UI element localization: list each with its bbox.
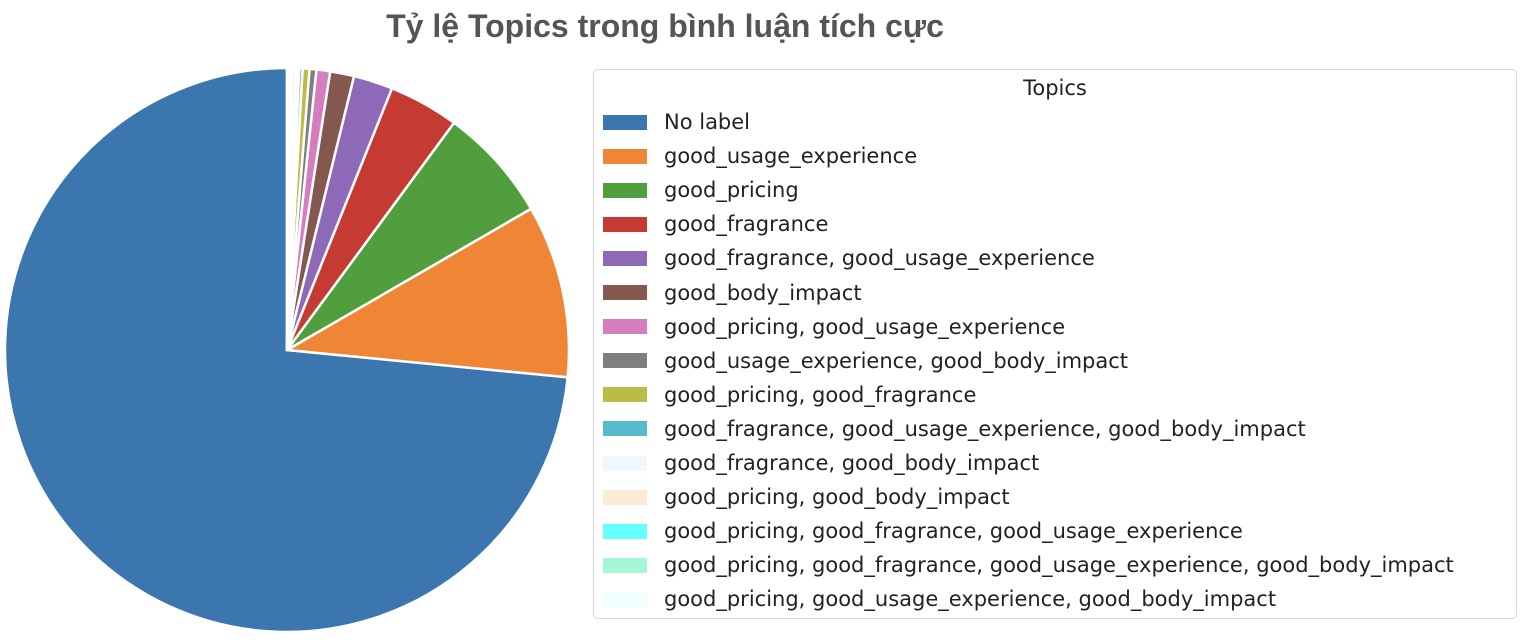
legend-swatch (603, 182, 647, 198)
legend-swatch (603, 319, 647, 335)
legend-swatch (603, 455, 647, 471)
pie-slice-2 (285, 121, 533, 352)
legend-swatch (603, 591, 647, 607)
legend-item: good_fragrance, good_body_impact (603, 448, 1039, 478)
legend-label: good_pricing, good_fragrance, good_usage… (664, 553, 1454, 578)
chart-title: Tỷ lệ Topics trong bình luận tích cực (386, 8, 944, 44)
legend-swatch (603, 421, 647, 437)
legend-label: good_fragrance, good_usage_experience (664, 246, 1095, 271)
legend-label: good_usage_experience, good_body_impact (664, 348, 1129, 373)
legend-swatch (603, 523, 647, 539)
legend-item: good_pricing, good_fragrance (603, 380, 976, 410)
legend-label: good_pricing, good_fragrance, good_usage… (664, 519, 1243, 544)
legend-item: good_pricing, good_usage_experience (603, 312, 1065, 342)
pie-chart (3, 66, 571, 634)
pie-slice-1 (285, 207, 571, 379)
legend-item: good_pricing, good_fragrance, good_usage… (603, 516, 1243, 546)
legend-label: good_fragrance, good_body_impact (664, 451, 1040, 475)
legend-label: good_pricing (664, 178, 799, 203)
legend-label: good_pricing, good_body_impact (664, 485, 1010, 510)
legend-label: good_fragrance, good_usage_experience, g… (664, 416, 1306, 441)
legend-swatch (603, 489, 647, 505)
legend-item: good_pricing, good_usage_experience, goo… (603, 584, 1276, 614)
legend-label: good_usage_experience (664, 144, 918, 169)
legend-item: good_pricing, good_fragrance, good_usage… (603, 550, 1454, 580)
legend-label: good_pricing, good_usage_experience (664, 314, 1066, 339)
legend-label: good_pricing, good_usage_experience, goo… (664, 587, 1277, 612)
legend-item: No label (603, 107, 750, 137)
legend-swatch (603, 114, 647, 130)
legend-item: good_usage_experience, good_body_impact (603, 346, 1128, 376)
legend-swatch (603, 250, 647, 266)
legend-item: good_pricing, good_body_impact (603, 482, 1010, 512)
legend-title: Topics (1023, 76, 1087, 100)
legend-item: good_pricing (603, 175, 799, 205)
legend-item: good_usage_experience (603, 141, 917, 171)
legend-swatch (603, 285, 647, 300)
legend-label: good_pricing, good_fragrance (664, 382, 977, 407)
legend-item: good_body_impact (603, 278, 862, 308)
legend-swatch (603, 216, 647, 232)
legend-item: good_fragrance (603, 209, 828, 239)
legend-label: No label (664, 110, 751, 134)
legend-label: good_body_impact (664, 280, 862, 305)
legend-label: good_fragrance (664, 212, 829, 237)
legend-swatch (603, 557, 647, 573)
legend-item: good_fragrance, good_usage_experience, g… (603, 414, 1306, 444)
legend-swatch (603, 148, 647, 164)
legend-swatch (603, 353, 647, 369)
pie-slice-14 (285, 66, 290, 352)
legend-swatch (603, 387, 647, 403)
legend-item: good_fragrance, good_usage_experience (603, 243, 1095, 273)
